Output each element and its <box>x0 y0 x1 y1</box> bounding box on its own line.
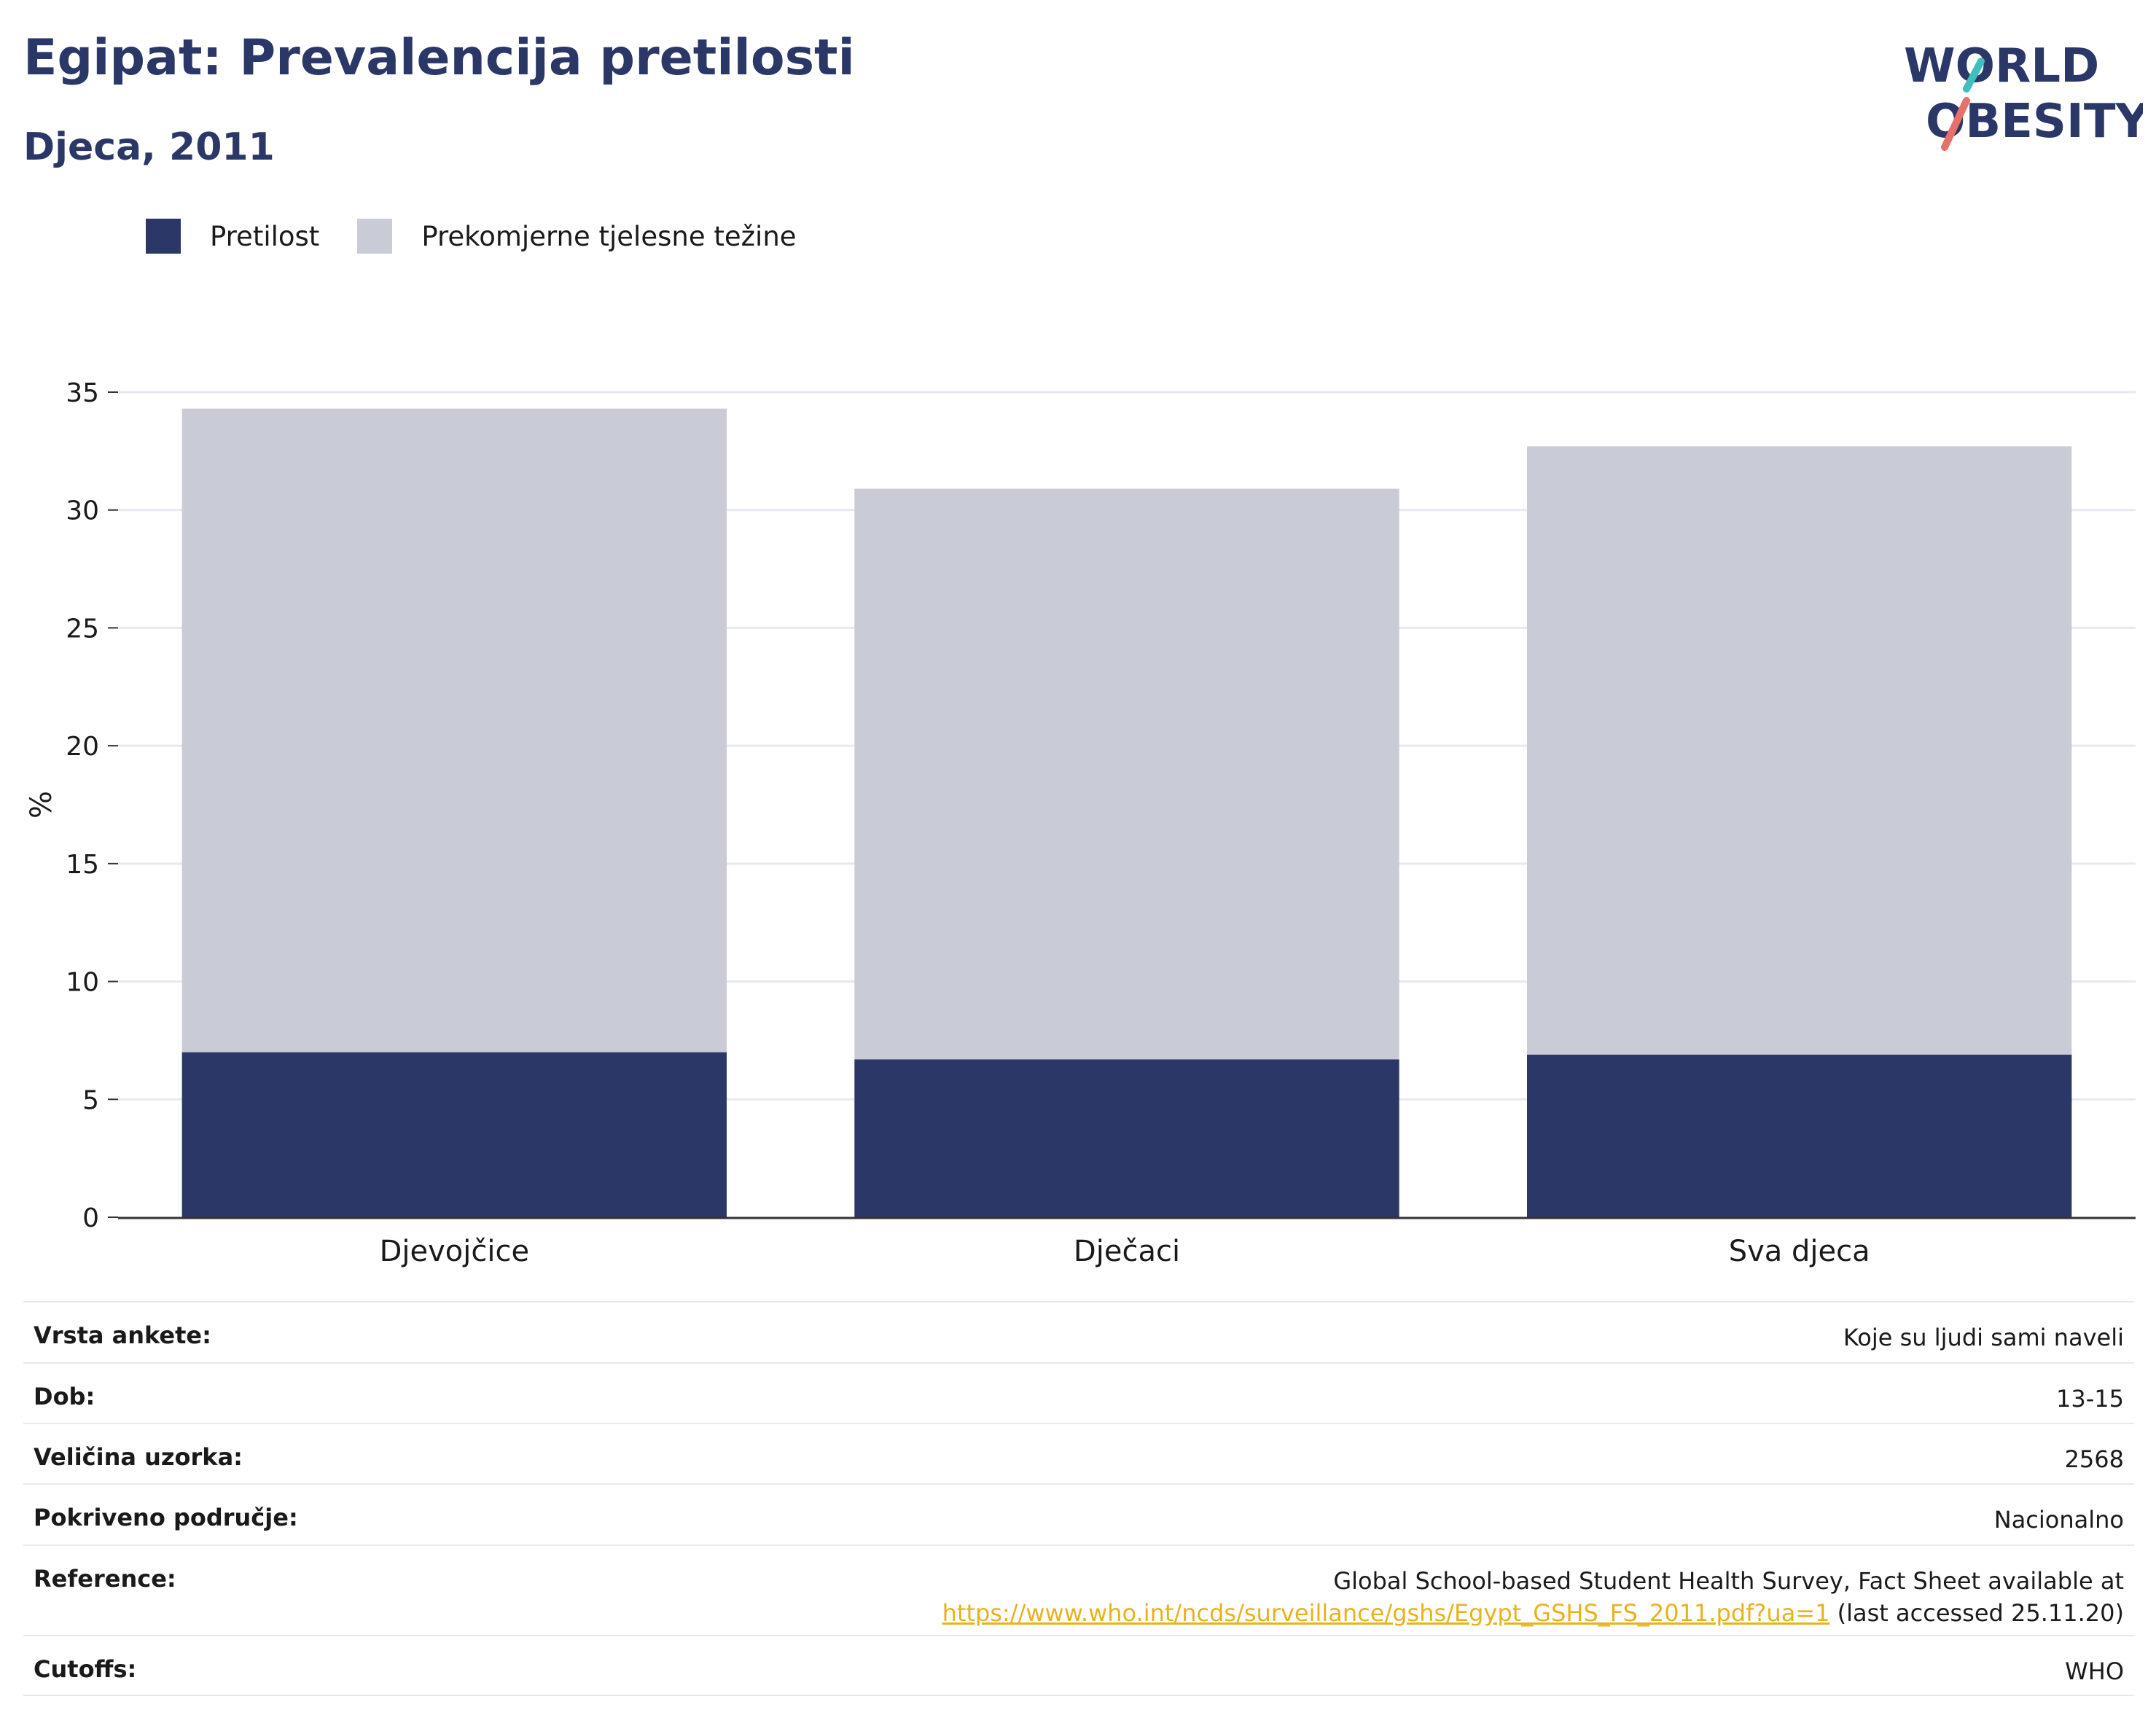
bar-overweight <box>181 408 727 1052</box>
stacked-bar-chart: 0 5 10 15 20 25 30 35% Djevojčice Dječaci Sva djec… <box>25 378 2136 1268</box>
legend-item-obesity[interactable]: Pretilost <box>146 219 319 254</box>
info-value: Nacionalno <box>1993 1506 2124 1534</box>
chart-title: Egipat: Prevalencija pretilosti <box>23 29 855 87</box>
x-tick-label: Djevojčice <box>380 1235 530 1268</box>
info-value: WHO <box>2065 1657 2124 1685</box>
y-axis-label: % <box>25 791 58 819</box>
y-tick-label: 10 <box>66 968 99 998</box>
bar-overweight <box>854 488 1399 1060</box>
y-tick-label: 35 <box>66 378 99 408</box>
reference-text: Global School-based Student Health Surve… <box>1333 1567 2124 1595</box>
info-label: Veličina uzorka: <box>34 1443 243 1471</box>
x-tick-label: Dječaci <box>1074 1235 1180 1268</box>
legend-swatch-overweight <box>357 219 393 254</box>
logo-line1: WORLD <box>1904 39 2099 93</box>
y-tick-label: 30 <box>66 496 99 526</box>
survey-info-table: Vrsta ankete: Koje su ljudi sami naveli … <box>23 1301 2134 1696</box>
y-tick-label: 0 <box>82 1203 99 1233</box>
info-row-cutoffs: Cutoffs: WHO <box>23 1635 2134 1696</box>
chart-legend: Pretilost Prekomjerne tjelesne težine <box>146 216 835 257</box>
legend-swatch-obesity <box>146 219 181 254</box>
info-row-survey-type: Vrsta ankete: Koje su ljudi sami naveli <box>23 1301 2134 1362</box>
bar-obesity <box>181 1052 727 1217</box>
reference-value: Global School-based Student Health Surve… <box>942 1546 2124 1635</box>
info-label: Reference: <box>34 1565 176 1593</box>
info-row-age: Dob: 13-15 <box>23 1362 2134 1423</box>
bar-overweight <box>1526 446 2072 1055</box>
info-label: Vrsta ankete: <box>34 1321 211 1349</box>
bar-obesity <box>854 1059 1399 1217</box>
x-tick-label: Sva djeca <box>1729 1235 1870 1268</box>
world-obesity-logo: WORLD OBESITY <box>1904 39 2143 151</box>
legend-item-overweight[interactable]: Prekomjerne tjelesne težine <box>357 219 797 254</box>
y-tick-label: 5 <box>82 1085 99 1115</box>
bar-obesity <box>1526 1054 2072 1217</box>
reference-suffix: (last accessed 25.11.20) <box>1837 1599 2124 1627</box>
legend-label-obesity: Pretilost <box>210 220 320 252</box>
legend-label-overweight: Prekomjerne tjelesne težine <box>421 220 797 252</box>
y-tick-label: 15 <box>66 850 99 880</box>
info-value: 13-15 <box>2056 1385 2124 1413</box>
info-label: Pokriveno područje: <box>34 1504 298 1531</box>
chart-subtitle: Djeca, 2011 <box>23 125 275 169</box>
reference-link[interactable]: https://www.who.int/ncds/surveillance/gs… <box>942 1599 1830 1627</box>
info-row-reference: Reference: Global School-based Student H… <box>23 1544 2134 1635</box>
info-row-sample-size: Veličina uzorka: 2568 <box>23 1423 2134 1483</box>
info-label: Cutoffs: <box>34 1655 137 1683</box>
info-value: 2568 <box>2064 1445 2124 1473</box>
info-label: Dob: <box>34 1383 95 1410</box>
y-tick-label: 25 <box>66 614 99 644</box>
y-tick-label: 20 <box>66 732 99 762</box>
info-row-coverage: Pokriveno područje: Nacionalno <box>23 1483 2134 1544</box>
info-value: Koje su ljudi sami naveli <box>1843 1324 2124 1351</box>
